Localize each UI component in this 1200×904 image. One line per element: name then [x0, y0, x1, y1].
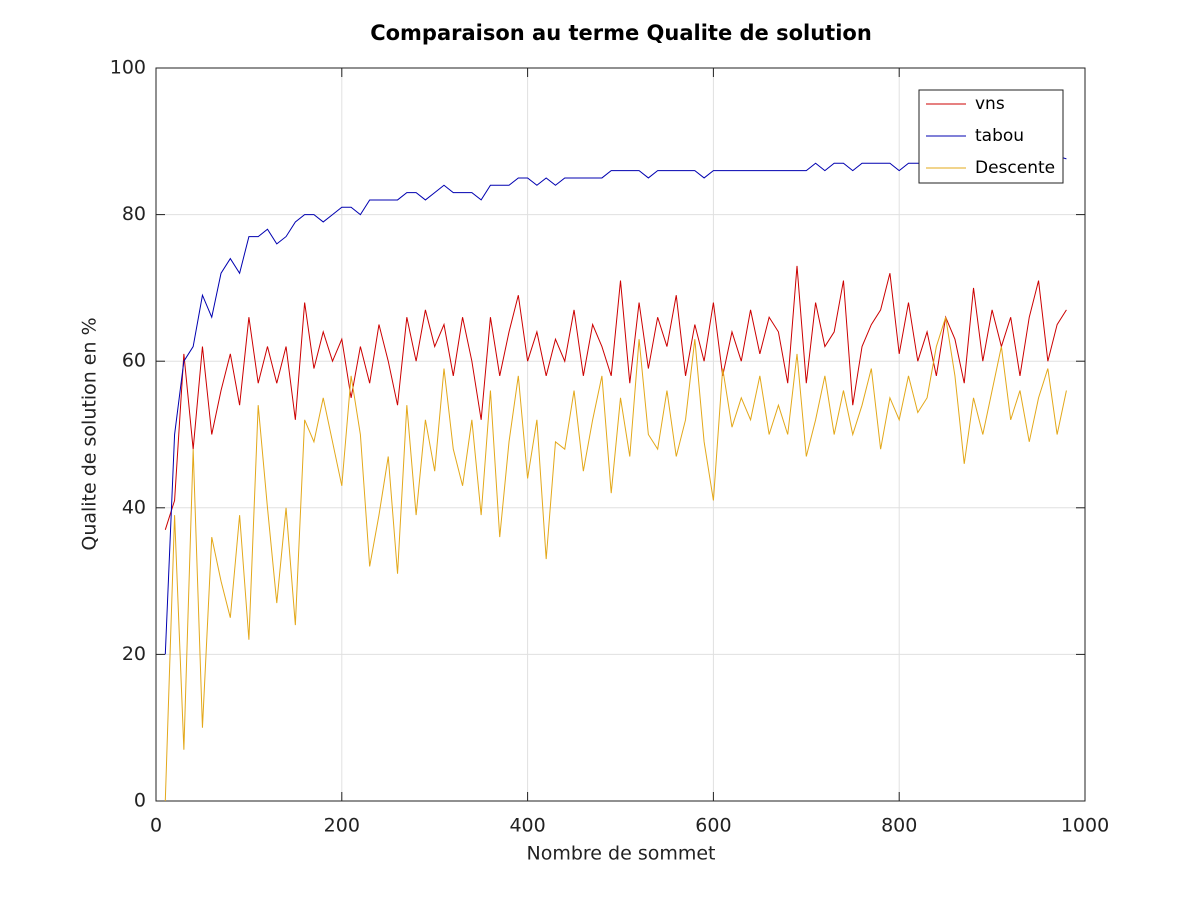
legend-label: vns [975, 94, 1005, 114]
y-tick-label: 100 [110, 57, 146, 79]
y-axis-label: Qualite de solution en % [79, 317, 101, 550]
series-line [164, 265, 1067, 530]
y-tick-label: 80 [122, 203, 146, 225]
x-tick-label: 1000 [1061, 815, 1109, 837]
legend-label: Descente [975, 158, 1055, 178]
x-tick-label: 800 [881, 815, 917, 837]
series-line [164, 317, 1067, 802]
x-tick-label: 200 [324, 815, 360, 837]
legend-label: tabou [975, 126, 1024, 146]
axes-box [155, 67, 1086, 802]
series-line [164, 155, 1067, 655]
chart-title: Comparaison au terme Qualite de solution [370, 21, 872, 45]
y-tick-label: 0 [134, 790, 146, 812]
x-axis-label: Nombre de sommet [527, 843, 716, 865]
x-tick-label: 600 [695, 815, 731, 837]
y-tick-label: 20 [122, 643, 146, 665]
x-tick-label: 400 [509, 815, 545, 837]
x-tick-label: 0 [150, 815, 162, 837]
y-tick-label: 40 [122, 496, 146, 518]
y-tick-label: 60 [122, 350, 146, 372]
